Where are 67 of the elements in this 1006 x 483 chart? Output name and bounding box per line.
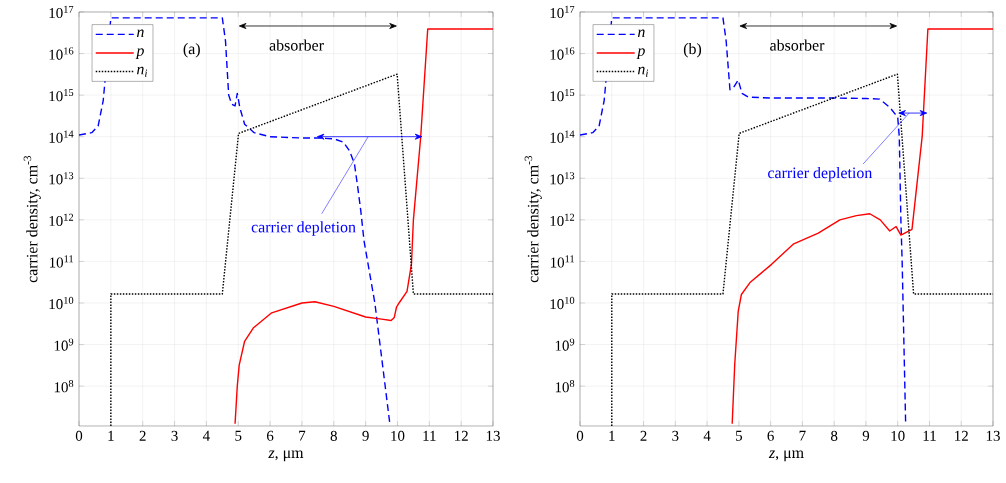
- annotation: (b): [683, 43, 702, 58]
- y-tick-label: 10$^{8}$: [54, 379, 74, 393]
- x-tick-label: 9: [362, 430, 369, 441]
- x-tick-label: 3: [171, 430, 178, 441]
- x-tick-label: 11: [423, 430, 436, 441]
- y-tick-label: 10$^{12}$: [550, 213, 575, 226]
- x-tick-label: 13: [986, 430, 1000, 441]
- legend-label: p: [636, 48, 645, 60]
- y-tick-label: 10$^{10}$: [550, 296, 575, 310]
- x-tick-label: 2: [139, 430, 146, 441]
- legend-label: n: [637, 29, 645, 38]
- x-tick-label: 12: [955, 430, 968, 441]
- y-tick-label: 10$^{13}$: [550, 172, 575, 185]
- y-tick-label: 10$^{15}$: [550, 88, 575, 102]
- y-tick-label: 10$^{12}$: [49, 213, 74, 226]
- annotation: absorber: [770, 39, 825, 51]
- y-tick-label: 10$^{16}$: [49, 47, 74, 60]
- x-tick-label: 7: [799, 430, 806, 441]
- x-tick-label: 9: [862, 430, 870, 441]
- line-series: [731, 28, 994, 425]
- y-tick-label: 10$^{15}$: [49, 88, 74, 102]
- x-tick-label: 0: [576, 430, 584, 441]
- y-tick-label: 10$^{8}$: [555, 379, 575, 393]
- x-tick-label: 5: [736, 430, 743, 441]
- annotation: absorber: [269, 39, 324, 51]
- line-series: [110, 73, 494, 426]
- y-tick-label: 10$^{11}$: [49, 255, 74, 268]
- legend-label: n$_{i}$: [136, 66, 148, 77]
- annotation: carrier depletion: [251, 221, 356, 236]
- x-axis-title: z, μm: [268, 450, 304, 462]
- annotation: carrier depletion: [768, 167, 873, 182]
- x-tick-label: 10: [891, 430, 905, 441]
- x-tick-label: 12: [455, 430, 468, 441]
- y-tick-label: 10$^{16}$: [550, 47, 575, 60]
- x-tick-label: 13: [486, 430, 500, 441]
- x-tick-label: 2: [640, 430, 647, 441]
- line-series: [234, 28, 494, 425]
- y-tick-label: 10$^{14}$: [49, 130, 74, 143]
- x-tick-label: 4: [703, 430, 711, 441]
- annotation: (a): [183, 43, 200, 58]
- legend-label: p: [135, 48, 144, 60]
- y-tick-label: 10$^{10}$: [49, 296, 74, 310]
- x-tick-label: 4: [202, 430, 210, 441]
- x-tick-label: 6: [767, 430, 774, 441]
- y-axis-title: carrier density, cm$^{-3}$: [524, 156, 542, 283]
- x-tick-label: 7: [299, 430, 306, 441]
- x-tick-label: 1: [108, 430, 114, 441]
- x-tick-label: 3: [672, 430, 679, 441]
- y-tick-label: 10$^{17}$: [550, 5, 575, 19]
- x-tick-label: 8: [330, 430, 337, 441]
- y-tick-label: 10$^{14}$: [550, 130, 575, 143]
- x-tick-label: 11: [923, 430, 936, 441]
- y-tick-label: 10$^{9}$: [54, 338, 74, 351]
- x-tick-label: 10: [391, 430, 405, 441]
- y-axis-title: carrier density, cm$^{-3}$: [23, 156, 41, 283]
- y-tick-label: 10$^{17}$: [49, 5, 74, 19]
- x-tick-label: 6: [266, 430, 274, 441]
- legend-label: n$_{i}$: [637, 66, 649, 77]
- x-tick-label: 0: [75, 430, 83, 441]
- legend-label: n: [136, 29, 144, 38]
- x-tick-label: 5: [235, 430, 242, 441]
- y-tick-label: 10$^{13}$: [49, 172, 74, 185]
- x-axis-title: z, μm: [768, 450, 804, 462]
- y-tick-label: 10$^{11}$: [550, 255, 575, 268]
- x-tick-label: 1: [609, 430, 615, 441]
- y-tick-label: 10$^{9}$: [555, 338, 575, 351]
- x-tick-label: 8: [830, 430, 838, 441]
